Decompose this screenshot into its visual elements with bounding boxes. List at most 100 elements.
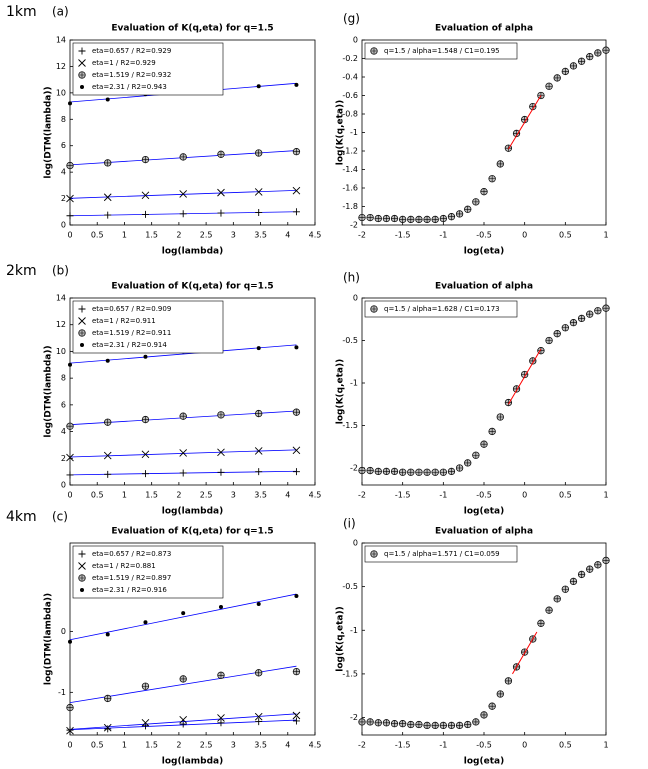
x-tick-label: -1.5 [395, 741, 411, 750]
marker-shape [545, 606, 553, 614]
marker [179, 153, 187, 161]
x-tick-label: 4.5 [309, 741, 322, 750]
marker [569, 577, 578, 586]
x-axis-label: log(lambda) [162, 507, 223, 517]
marker-shape [143, 620, 148, 625]
marker-shape [602, 304, 610, 312]
x-tick-label: 0.5 [559, 491, 572, 500]
marker-shape [358, 718, 366, 726]
legend-label: eta=2.31 / R2=0.943 [92, 83, 167, 91]
panel-label: (h) [343, 271, 360, 285]
x-tick-label: 0 [67, 741, 72, 750]
marker-shape [179, 469, 187, 477]
marker-shape [104, 211, 112, 219]
legend-label: eta=1 / R2=0.911 [92, 317, 156, 325]
marker [455, 210, 464, 218]
marker-shape [141, 722, 149, 730]
legend-marker [78, 47, 86, 55]
marker-shape [374, 468, 382, 475]
legend-label: eta=0.657 / R2=0.909 [92, 305, 171, 313]
legend-label: eta=2.31 / R2=0.914 [92, 341, 167, 349]
marker-shape [358, 214, 366, 221]
legend-box [72, 545, 224, 599]
chart-title: Evaluation of K(q,eta) for q=1.5 [111, 282, 273, 292]
panel-label: (c) [52, 510, 68, 524]
marker-shape [440, 215, 447, 222]
legend-marker [78, 329, 86, 337]
x-tick-label: 2 [176, 231, 181, 240]
marker [553, 330, 561, 338]
marker-shape [143, 354, 148, 359]
marker-shape [562, 68, 569, 75]
marker-shape [141, 210, 149, 218]
marker [447, 721, 456, 730]
marker-shape [570, 62, 577, 70]
marker [66, 161, 74, 170]
marker-shape [472, 198, 480, 206]
marker-shape [578, 315, 585, 322]
marker-shape [179, 210, 187, 218]
marker-shape [294, 345, 299, 350]
x-tick-label: 3.5 [254, 231, 267, 240]
marker-shape [586, 53, 594, 60]
marker-shape [78, 562, 86, 570]
marker-shape [255, 208, 263, 216]
y-tick-label: 0 [353, 539, 358, 548]
legend-marker [78, 59, 86, 67]
x-tick-label: 3 [231, 491, 236, 500]
marker [504, 677, 513, 685]
marker-shape [399, 216, 406, 223]
y-tick-label: -2 [350, 713, 358, 722]
marker-shape [179, 449, 188, 457]
marker-shape [78, 305, 86, 313]
marker-shape [415, 468, 423, 476]
y-tick-label: -2 [350, 221, 358, 230]
marker [545, 82, 553, 90]
y-axis-label: log(K(q,eta)) [336, 359, 346, 424]
marker [464, 720, 472, 729]
legend-label: eta=1 / R2=0.881 [92, 562, 156, 570]
marker-shape [570, 319, 577, 326]
marker-shape [103, 451, 112, 460]
legend-label: eta=1.519 / R2=0.911 [92, 329, 171, 337]
marker-shape [254, 447, 263, 455]
y-axis-label: log(K(q,eta)) [336, 100, 346, 165]
marker-shape [217, 468, 225, 476]
x-tick-label: 0.5 [91, 741, 104, 750]
marker [254, 712, 263, 721]
plot-frame [361, 542, 607, 736]
marker [255, 149, 263, 157]
marker [602, 46, 610, 54]
marker-shape [292, 717, 300, 725]
x-tick-label: 2 [176, 491, 181, 500]
marker [472, 718, 480, 726]
marker [439, 721, 447, 730]
marker-shape [423, 468, 431, 476]
marker [480, 440, 488, 448]
marker-shape [456, 722, 463, 729]
marker-shape [179, 715, 188, 724]
marker-shape [78, 550, 86, 558]
x-axis-label: log(eta) [464, 247, 504, 257]
marker [256, 601, 261, 606]
marker-shape [292, 711, 301, 720]
marker [104, 211, 112, 219]
marker [447, 213, 456, 221]
y-tick-label: -1.6 [342, 184, 358, 193]
marker-shape [570, 578, 577, 585]
marker-shape [496, 690, 504, 698]
marker-shape [383, 719, 390, 727]
marker [103, 193, 112, 202]
x-tick-label: 1 [122, 491, 127, 500]
marker-shape [423, 722, 431, 729]
marker [569, 319, 578, 327]
marker [569, 62, 578, 70]
y-tick-label: 6 [61, 141, 66, 150]
legend-marker [80, 343, 84, 347]
marker-shape [578, 57, 585, 65]
y-tick-label: 12 [56, 62, 66, 71]
x-tick-label: -1 [439, 491, 447, 500]
marker-shape [391, 720, 398, 727]
chart-title: Evaluation of alpha [435, 527, 533, 537]
marker [586, 53, 594, 61]
